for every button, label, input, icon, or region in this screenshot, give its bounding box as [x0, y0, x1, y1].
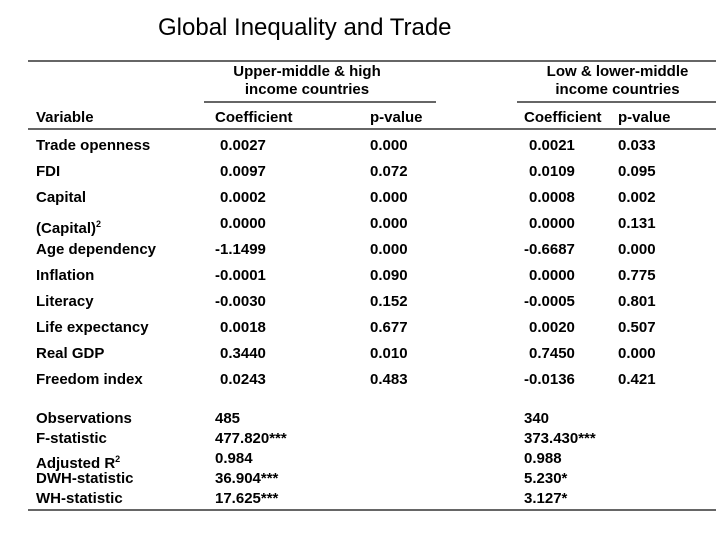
col-header-coef-2: Coefficient: [524, 109, 602, 126]
row-pval-1: 0.677: [370, 319, 408, 336]
stat-label-superscript: 2: [115, 454, 121, 464]
row-variable: Life expectancy: [36, 319, 149, 336]
row-variable: (Capital)2: [36, 219, 102, 237]
row-coef-1: -0.0001: [215, 267, 266, 284]
stat-value-2: 5.230*: [524, 470, 568, 487]
row-coef-1: -1.1499: [215, 241, 266, 258]
stat-value-2: 0.988: [524, 450, 562, 467]
row-pval-2: 0.000: [618, 241, 656, 258]
stat-label: Adjusted R2: [36, 454, 121, 472]
row-pval-1: 0.090: [370, 267, 408, 284]
group-header-lower: Low & lower-middle income countries: [515, 63, 720, 99]
stat-value-1: 477.820***: [215, 430, 287, 447]
row-pval-2: 0.002: [618, 189, 656, 206]
row-coef-2: 0.0008: [529, 189, 575, 206]
row-pval-1: 0.483: [370, 371, 408, 388]
row-variable: Trade openness: [36, 137, 151, 154]
row-pval-1: 0.072: [370, 163, 408, 180]
row-pval-2: 0.421: [618, 371, 656, 388]
stat-value-1: 36.904***: [215, 470, 279, 487]
row-pval-1: 0.000: [370, 137, 408, 154]
row-coef-2: -0.0136: [524, 371, 575, 388]
stat-value-1: 17.625***: [215, 490, 279, 507]
stat-value-2: 373.430***: [524, 430, 596, 447]
group-header-upper-line2: income countries: [244, 81, 370, 98]
row-coef-2: 0.0109: [529, 163, 575, 180]
row-variable: Real GDP: [36, 345, 105, 362]
row-coef-2: 0.0000: [529, 267, 575, 284]
row-pval-1: 0.000: [370, 189, 408, 206]
row-variable: Freedom index: [36, 371, 143, 388]
stat-label: Observations: [36, 410, 132, 427]
group-rule-left: [204, 101, 436, 103]
row-coef-1: 0.0097: [220, 163, 266, 180]
row-variable: FDI: [36, 163, 61, 180]
row-pval-2: 0.033: [618, 137, 656, 154]
bottom-rule: [28, 509, 716, 511]
row-pval-2: 0.507: [618, 319, 656, 336]
row-pval-1: 0.152: [370, 293, 408, 310]
group-header-lower-line2: income countries: [555, 81, 680, 98]
row-pval-2: 0.801: [618, 293, 656, 310]
stat-value-1: 485: [215, 410, 241, 427]
row-coef-1: 0.3440: [220, 345, 266, 362]
row-variable: Literacy: [36, 293, 94, 310]
page-title: Global Inequality and Trade: [158, 14, 452, 41]
group-rule-right: [517, 101, 716, 103]
stat-label: WH-statistic: [36, 490, 123, 507]
row-pval-1: 0.000: [370, 241, 408, 258]
row-pval-2: 0.131: [618, 215, 656, 232]
group-header-upper-line1: Upper-middle & high: [233, 63, 381, 80]
stat-value-2: 340: [524, 410, 550, 427]
row-variable: Age dependency: [36, 241, 157, 258]
row-coef-2: 0.0021: [529, 137, 575, 154]
stat-value-1: 0.984: [215, 450, 253, 467]
row-variable: Inflation: [36, 267, 95, 284]
row-coef-1: 0.0027: [220, 137, 266, 154]
col-header-pval-2: p-value: [618, 109, 671, 126]
row-pval-2: 0.000: [618, 345, 656, 362]
top-rule: [28, 60, 716, 62]
col-header-coef-1: Coefficient: [215, 109, 293, 126]
group-header-upper: Upper-middle & high income countries: [200, 63, 414, 99]
row-coef-2: -0.0005: [524, 293, 575, 310]
row-coef-1: 0.0018: [220, 319, 266, 336]
row-coef-1: -0.0030: [215, 293, 266, 310]
row-coef-1: 0.0000: [220, 215, 266, 232]
row-coef-1: 0.0243: [220, 371, 266, 388]
col-header-variable: Variable: [36, 109, 94, 126]
header-rule: [28, 128, 716, 130]
row-coef-2: -0.6687: [524, 241, 575, 258]
group-header-lower-line1: Low & lower-middle: [546, 63, 689, 80]
row-pval-2: 0.095: [618, 163, 656, 180]
stat-value-2: 3.127*: [524, 490, 568, 507]
row-pval-1: 0.000: [370, 215, 408, 232]
row-variable-superscript: 2: [96, 219, 102, 229]
row-variable: Capital: [36, 189, 87, 206]
stat-label: F-statistic: [36, 430, 107, 447]
stat-label: DWH-statistic: [36, 470, 134, 487]
row-pval-1: 0.010: [370, 345, 408, 362]
row-pval-2: 0.775: [618, 267, 656, 284]
row-coef-2: 0.7450: [529, 345, 575, 362]
row-coef-2: 0.0020: [529, 319, 575, 336]
col-header-pval-1: p-value: [370, 109, 423, 126]
row-coef-1: 0.0002: [220, 189, 266, 206]
row-coef-2: 0.0000: [529, 215, 575, 232]
